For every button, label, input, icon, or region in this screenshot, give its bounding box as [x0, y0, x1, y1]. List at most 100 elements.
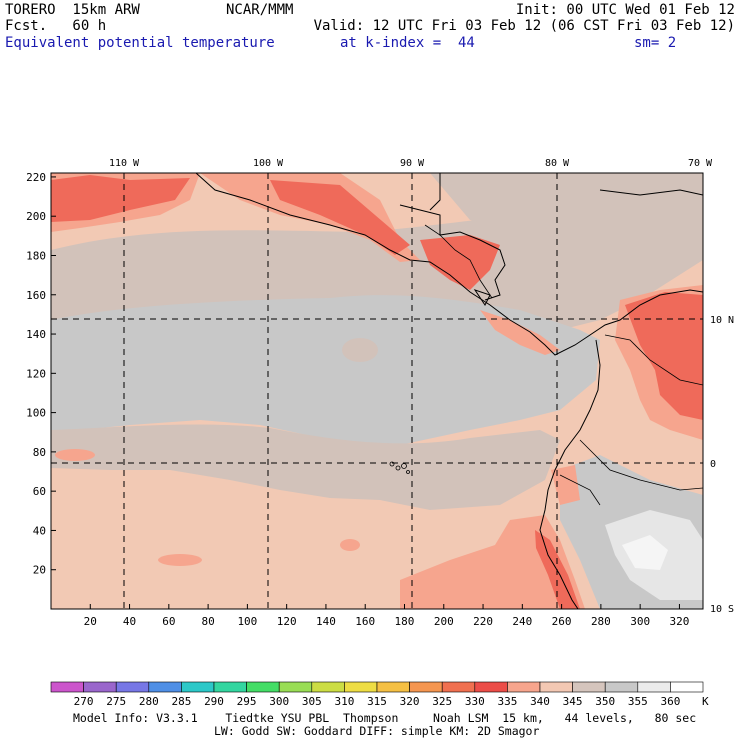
- colorbar-label: 330: [465, 695, 485, 708]
- colorbar-label: 355: [628, 695, 648, 708]
- map-canvas: 110 W 100 W 90 W 80 W 70 W 10 N 0 10 S 2…: [26, 158, 734, 628]
- x-tick-label: 220: [473, 615, 493, 628]
- colorbar-label: 325: [432, 695, 452, 708]
- colorbar-label: 290: [204, 695, 224, 708]
- colorbar-swatch: [344, 681, 378, 693]
- plot-frame: [50, 172, 704, 610]
- yucatan-peninsula: [429, 173, 441, 211]
- colorbar-swatch: [148, 681, 182, 693]
- field-ecuador-warm: [551, 465, 580, 505]
- y-tick-label: 140: [26, 328, 46, 341]
- model-title: TORERO 15km ARW: [5, 2, 140, 18]
- colorbar-swatch: [670, 681, 704, 693]
- colorbar-swatch: [474, 681, 508, 693]
- smoothing-label: sm= 2: [634, 35, 677, 51]
- y-tick-label: 20: [33, 564, 46, 577]
- y-tick-label: 180: [26, 249, 46, 262]
- x-tick-label: 80: [201, 615, 214, 628]
- lon-labels: 110 W 100 W 90 W 80 W 70 W: [109, 158, 713, 169]
- lon-label: 90 W: [400, 158, 425, 169]
- colorbar-label: 305: [302, 695, 322, 708]
- x-tick-label: 60: [162, 615, 175, 628]
- init-time: Init: 00 UTC Wed 01 Feb 12: [515, 2, 735, 18]
- x-tick-labels: 20 40 60 80 100 120 140 160 180 200 220 240 260 280 30…: [84, 604, 689, 628]
- colorbar-swatch: [637, 681, 671, 693]
- x-tick-label: 260: [552, 615, 572, 628]
- colorbar-label: 280: [139, 695, 159, 708]
- y-tick-label: 200: [26, 210, 46, 223]
- field-costa-rica-warm: [480, 310, 560, 355]
- field-nw-hot: [51, 175, 190, 222]
- x-tick-label: 180: [395, 615, 415, 628]
- colorbar-label: 295: [237, 695, 257, 708]
- colorbar-label: 320: [400, 695, 420, 708]
- colorbar-swatch: [213, 681, 247, 693]
- x-tick-label: 40: [123, 615, 136, 628]
- y-tick-label: 160: [26, 289, 46, 302]
- colorbar: 270 275 280 285 290 295 300 305 310 315 320 325 330 3…: [50, 681, 709, 708]
- colorbar-swatch: [409, 681, 443, 693]
- lat-label: 10 S: [710, 604, 734, 615]
- field-patch-b: [158, 554, 202, 566]
- field-band-cold: [51, 295, 600, 445]
- level-label: at k-index = 44: [340, 35, 475, 51]
- field-patch-a: [342, 338, 378, 362]
- lat-label: 0: [710, 459, 716, 470]
- colorbar-label: 270: [74, 695, 94, 708]
- lon-label: 80 W: [545, 158, 570, 169]
- lat-labels: 10 N 0 10 S: [710, 315, 734, 615]
- colorbar-swatch: [441, 681, 476, 693]
- x-tick-label: 320: [669, 615, 689, 628]
- y-tick-label: 40: [33, 524, 46, 537]
- colorbar-swatch: [539, 681, 573, 693]
- y-tick-label: 120: [26, 367, 46, 380]
- field-guatemala-hot: [420, 235, 500, 290]
- field-patch-c: [340, 539, 360, 551]
- lat-label: 10 N: [710, 315, 734, 326]
- colorbar-label: 285: [171, 695, 191, 708]
- south-america-coast: [539, 339, 601, 609]
- colorbar-swatch: [311, 681, 345, 693]
- x-tick-label: 280: [591, 615, 611, 628]
- y-tick-label: 100: [26, 407, 46, 420]
- x-tick-label: 100: [237, 615, 257, 628]
- field-colombia-hot: [625, 292, 703, 420]
- colorbar-swatch: [50, 681, 84, 693]
- colorbar-label: 275: [106, 695, 126, 708]
- x-tick-label: 120: [277, 615, 297, 628]
- border-ecuador-peru: [559, 474, 601, 506]
- theta-e-field: [51, 173, 703, 609]
- lon-label: 100 W: [253, 158, 284, 169]
- lon-label: 110 W: [109, 158, 140, 169]
- pacific-coastline: [195, 173, 703, 356]
- yucatan-caribbean-coast: [399, 204, 506, 301]
- colorbar-label: 340: [530, 695, 550, 708]
- border-colombia-venezuela: [604, 334, 703, 386]
- y-tick-labels: 220 200 180 160 140 120 100 80 60 40 20: [26, 171, 56, 577]
- x-tick-label: 240: [512, 615, 532, 628]
- field-caribbean-mid: [430, 173, 703, 235]
- border-colombia-peru: [579, 439, 703, 491]
- border-central-america: [424, 224, 493, 299]
- graticule: [51, 173, 703, 609]
- x-tick-label: 140: [316, 615, 336, 628]
- model-info: Model Info: V3.3.1 Tiedtke YSU PBL Thomp…: [73, 711, 697, 725]
- y-tick-label: 220: [26, 171, 46, 184]
- y-tick-label: 60: [33, 485, 46, 498]
- field-interior-lightest: [622, 535, 668, 570]
- caribbean-islands: [599, 189, 703, 196]
- colorbar-label: 300: [269, 695, 289, 708]
- colorbar-swatch: [278, 681, 313, 693]
- colorbar-label: 345: [563, 695, 583, 708]
- colorbar-label: 350: [595, 695, 615, 708]
- colorbar-swatch: [115, 681, 150, 693]
- colorbar-swatch: [572, 681, 606, 693]
- field-mexico-hot: [270, 180, 410, 255]
- lon-label: 70 W: [688, 158, 713, 169]
- colorbar-unit: K: [702, 695, 709, 708]
- valid-time: Valid: 12 UTC Fri 03 Feb 12 (06 CST Fri …: [313, 18, 735, 34]
- colorbar-swatch: [376, 681, 410, 693]
- colorbar-swatch: [181, 681, 215, 693]
- colorbar-label: 335: [497, 695, 517, 708]
- colorbar-swatch: [604, 681, 639, 693]
